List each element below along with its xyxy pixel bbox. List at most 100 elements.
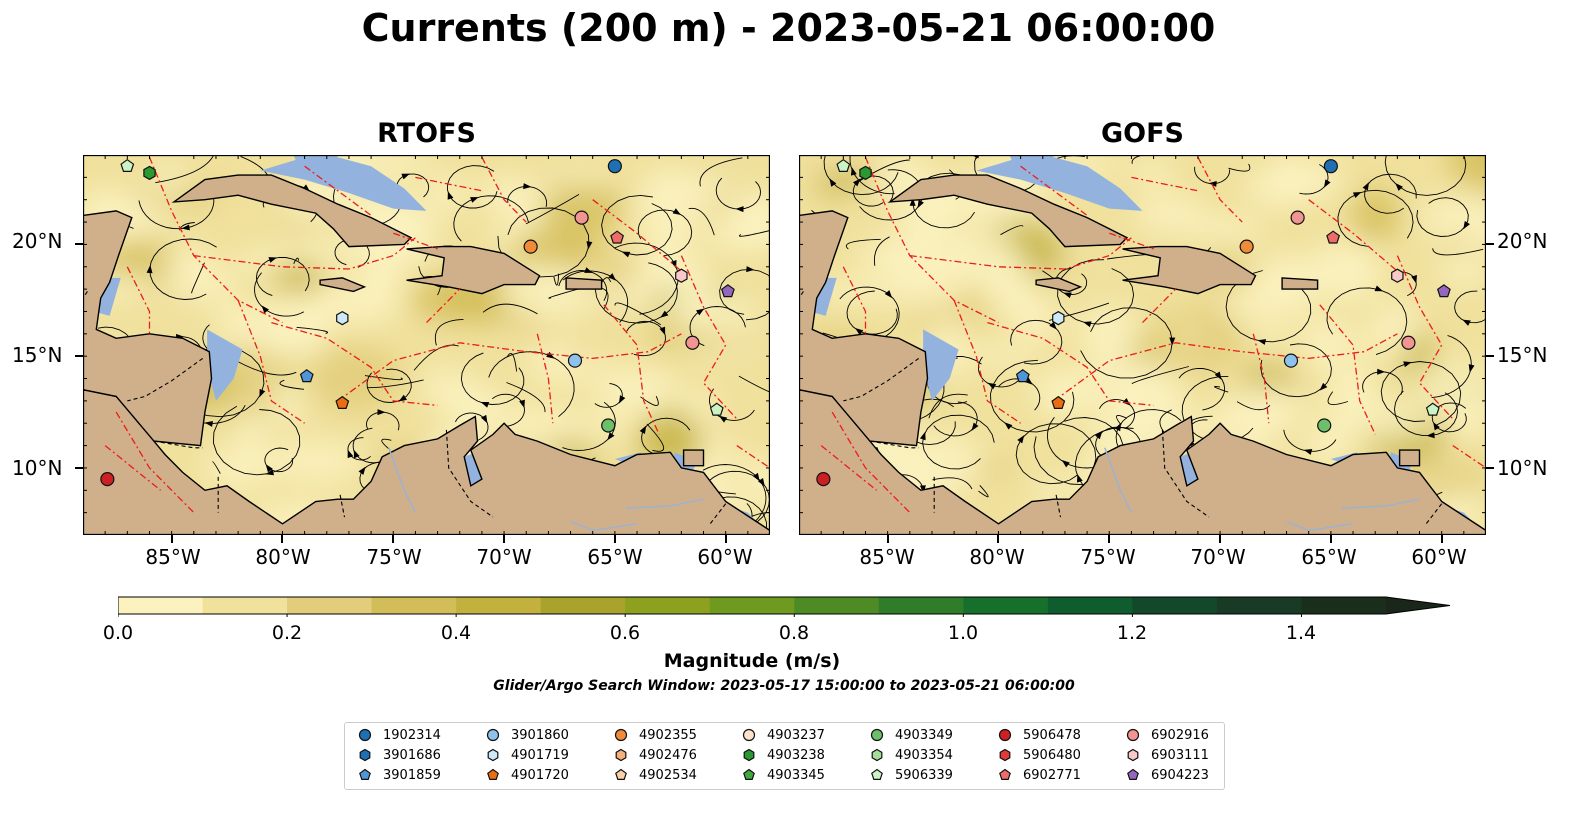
eez-boundary — [864, 156, 999, 324]
float-marker-1902314 — [1323, 159, 1338, 174]
x-tick-label: 60°W — [697, 545, 753, 569]
eez-boundary — [104, 445, 162, 491]
float-marker-6902771 — [610, 230, 625, 244]
eez-boundary — [680, 255, 738, 420]
legend-item: 5906339 — [869, 765, 953, 785]
float-marker-4902355 — [523, 239, 538, 254]
legend-label: 4901719 — [511, 747, 569, 763]
land — [799, 388, 1486, 535]
colorbar-tick-label: 0.2 — [271, 622, 303, 644]
legend-marker-hexagon-icon — [743, 748, 755, 762]
float-marker-4901719 — [336, 311, 349, 326]
float-marker-6904223 — [1436, 284, 1451, 298]
float-marker-3901860 — [567, 353, 583, 368]
y-major-tick — [75, 466, 83, 469]
eez-boundary — [271, 321, 438, 407]
float-marker-5906339 — [120, 158, 135, 172]
shallow-water — [94, 277, 121, 316]
legend-item: 4903349 — [869, 725, 953, 745]
x-tick-label: 75°W — [1080, 545, 1136, 569]
eez-boundary — [1252, 333, 1270, 424]
colorbar-tick-label: 1.0 — [947, 622, 979, 644]
legend-label: 4903354 — [895, 747, 953, 763]
legend-item: 3901686 — [357, 745, 441, 765]
x-major-tick — [503, 535, 506, 543]
legend-item: 6903111 — [1125, 745, 1209, 765]
y-tick-label: 20°N — [12, 229, 63, 253]
legend-label: 6902916 — [1151, 727, 1209, 743]
eez-boundary — [193, 237, 416, 270]
eez-boundary — [1452, 445, 1486, 469]
colorbar-segment — [287, 597, 373, 614]
legend-label: 4903349 — [895, 727, 953, 743]
x-tick-label: 65°W — [1301, 545, 1357, 569]
legend-marker-pentagon-icon — [743, 768, 755, 780]
shallow-water — [1009, 155, 1054, 173]
legend-label: 5906339 — [895, 767, 953, 783]
colorbar-tick-label: 0.6 — [609, 622, 641, 644]
float-marker-6902916 — [1290, 210, 1305, 225]
x-major-tick — [281, 535, 284, 543]
legend-marker-circle-icon — [742, 728, 756, 742]
colorbar-segment — [371, 597, 457, 614]
eez-boundary — [1308, 199, 1398, 272]
colorbar-segment — [1216, 597, 1302, 614]
x-tick-label: 80°W — [969, 545, 1025, 569]
colorbar-segment — [794, 597, 880, 614]
x-tick-label: 75°W — [366, 545, 422, 569]
colorbar-segment — [540, 597, 626, 614]
float-marker-6904223 — [720, 284, 735, 298]
legend-label: 6904223 — [1151, 767, 1209, 783]
float-marker-6903111 — [1391, 268, 1404, 283]
legend-item: 5906478 — [997, 725, 1081, 745]
legend-label: 3901860 — [511, 727, 569, 743]
eez-boundary — [1396, 255, 1454, 420]
colorbar-segment — [456, 597, 542, 614]
legend-marker-hexagon-icon — [359, 748, 371, 762]
legend-marker-hexagon-icon — [871, 748, 883, 762]
colorbar-segment — [118, 597, 204, 614]
eez-boundary — [953, 300, 1021, 424]
eez-boundary — [1131, 176, 1199, 192]
colorbar-segment — [709, 597, 795, 614]
eez-boundary — [1319, 304, 1376, 435]
legend-marker-hexagon-icon — [1127, 748, 1139, 762]
eez-boundary — [831, 411, 911, 514]
float-marker-6902916 — [1401, 335, 1416, 350]
main-title: Currents (200 m) - 2023-05-21 06:00:00 — [361, 6, 1216, 50]
panel-title-gofs: GOFS — [1100, 118, 1184, 149]
float-marker-1902314 — [607, 159, 622, 174]
legend-item: 4903237 — [741, 725, 825, 745]
float-marker-6902916 — [685, 335, 700, 350]
legend-label: 4902476 — [639, 747, 697, 763]
colorbar-segment — [625, 597, 711, 614]
eez-boundary — [987, 321, 1154, 407]
float-marker-5906339 — [1425, 402, 1440, 416]
land — [1398, 449, 1421, 467]
legend-label: 6903111 — [1151, 747, 1209, 763]
legend-label: 3901686 — [383, 747, 441, 763]
land — [682, 449, 705, 467]
float-marker-6902916 — [574, 210, 589, 225]
legend-marker-pentagon-icon — [615, 768, 627, 780]
y-tick-label: 15°N — [12, 343, 63, 367]
x-tick-label: 70°W — [1190, 545, 1246, 569]
legend-item: 4902476 — [613, 745, 697, 765]
float-marker-3901860 — [1283, 353, 1299, 368]
eez-boundary — [237, 300, 305, 424]
colorbar-tick-label: 0.0 — [102, 622, 134, 644]
float-marker-5906339 — [836, 158, 851, 172]
eez-boundary — [592, 199, 682, 272]
legend-label: 4902355 — [639, 727, 697, 743]
x-tick-label: 60°W — [1411, 545, 1467, 569]
legend-marker-pentagon-icon — [999, 768, 1011, 780]
eez-boundary — [126, 266, 151, 334]
legend-item: 6902771 — [997, 765, 1081, 785]
colorbar-segment — [963, 597, 1049, 614]
x-tick-label: 80°W — [255, 545, 311, 569]
map-rtofs[interactable] — [83, 155, 770, 535]
shallow-water — [293, 155, 338, 173]
x-major-tick — [724, 535, 727, 543]
colorbar — [117, 595, 1458, 617]
map-gofs[interactable] — [799, 155, 1486, 535]
